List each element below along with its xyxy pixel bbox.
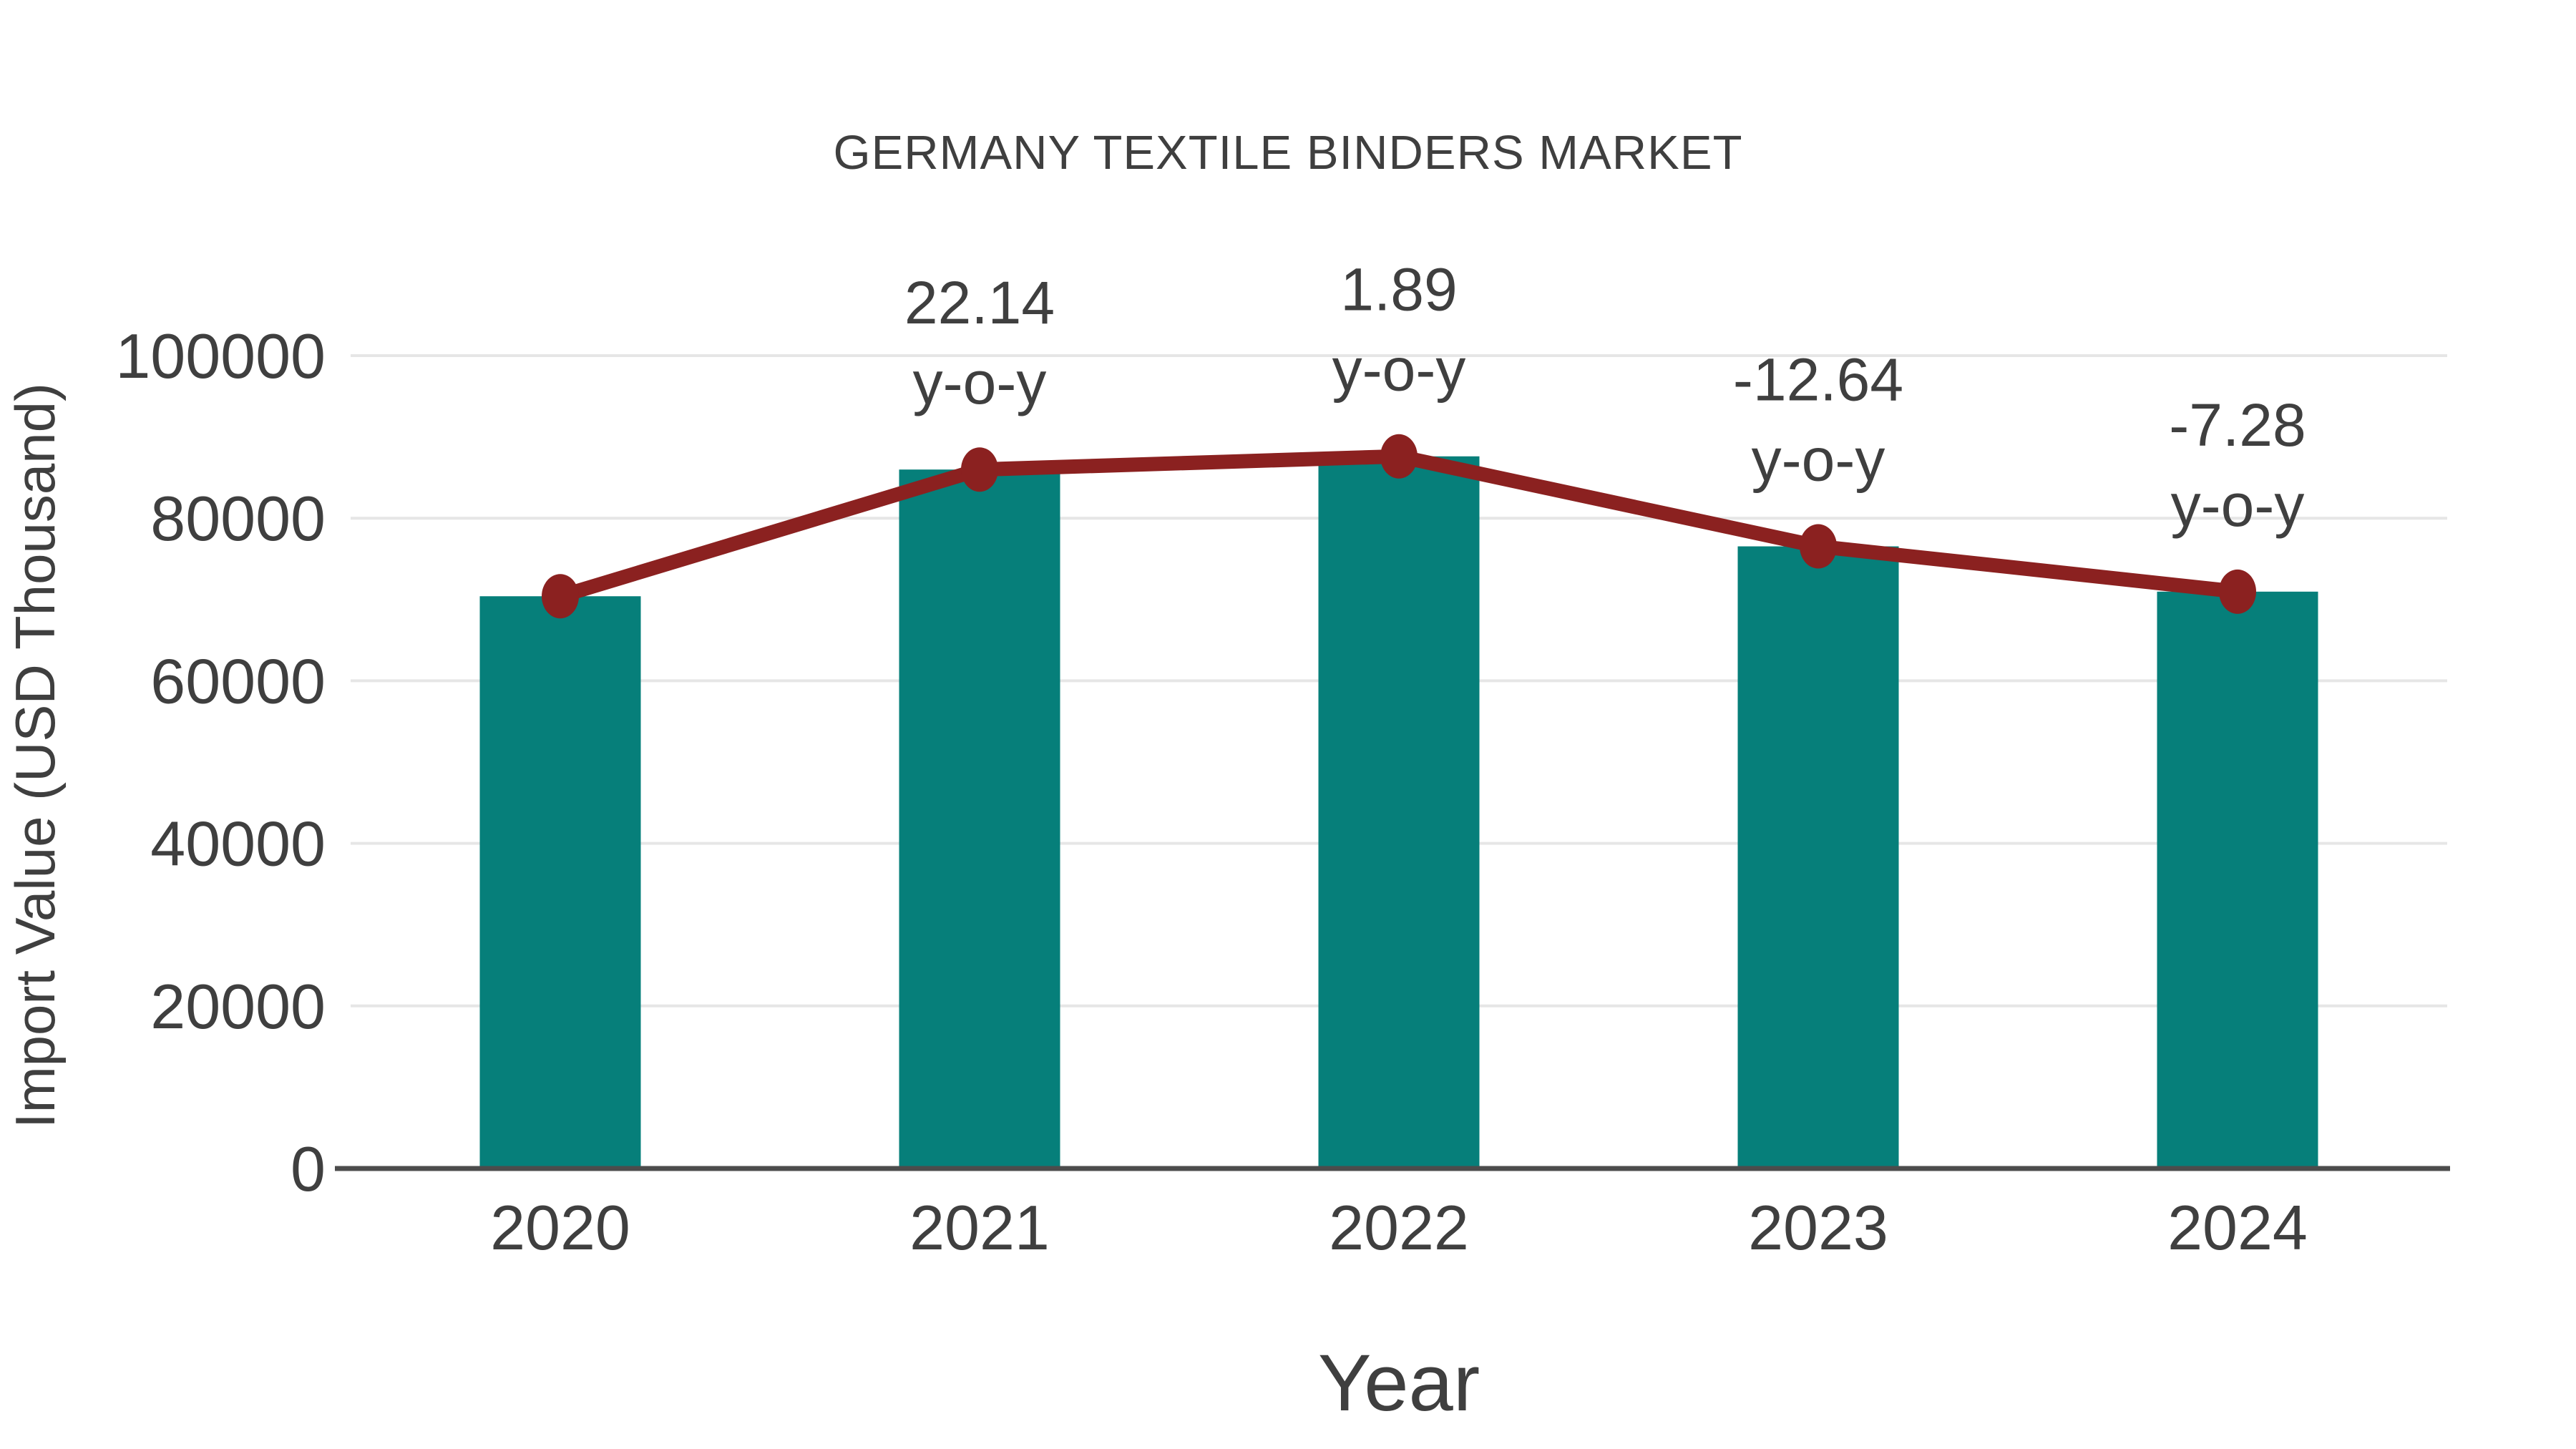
annotation-value-2022: 1.89 xyxy=(1340,256,1458,323)
y-tick-label: 0 xyxy=(291,1133,326,1204)
x-tick-label-2024: 2024 xyxy=(2167,1192,2308,1263)
trend-marker-2022 xyxy=(1380,434,1418,479)
x-tick-label-2021: 2021 xyxy=(909,1192,1050,1263)
trend-marker-2024 xyxy=(2219,569,2256,614)
x-tick-labels: 2020 2021 2022 2023 2024 xyxy=(490,1192,2308,1263)
y-tick-label: 100000 xyxy=(115,321,326,391)
annotation-value-2021: 22.14 xyxy=(904,269,1055,336)
x-tick-label-2023: 2023 xyxy=(1748,1192,1888,1263)
annotation-unit-2024: y-o-y xyxy=(2171,472,2305,539)
y-tick-label: 20000 xyxy=(150,971,326,1042)
trend-marker-2023 xyxy=(1800,524,1837,569)
annotation-unit-2023: y-o-y xyxy=(1752,426,1885,494)
x-axis-title: Year xyxy=(1317,1338,1480,1428)
trend-line xyxy=(542,434,2256,619)
bars-series xyxy=(479,456,2318,1169)
bar-2024 xyxy=(2157,591,2318,1169)
y-tick-labels: 0 20000 40000 60000 80000 100000 xyxy=(115,321,326,1204)
bar-2023 xyxy=(1737,546,1899,1169)
y-tick-label: 80000 xyxy=(150,483,326,554)
annotation-unit-2021: y-o-y xyxy=(913,349,1047,416)
bar-2021 xyxy=(899,469,1060,1169)
annotation-value-2023: -12.64 xyxy=(1733,346,1903,414)
bar-2022 xyxy=(1318,456,1480,1169)
annotation-unit-2022: y-o-y xyxy=(1332,336,1466,404)
x-tick-label-2022: 2022 xyxy=(1329,1192,1469,1263)
y-tick-label: 40000 xyxy=(150,809,326,879)
chart-title: GERMANY TEXTILE BINDERS MARKET xyxy=(833,126,1743,180)
y-tick-label: 60000 xyxy=(150,645,326,716)
annotations: 22.14 y-o-y 1.89 y-o-y -12.64 y-o-y -7.28 y-o-y xyxy=(904,256,2306,539)
y-axis-title: Import Value (USD Thousand) xyxy=(4,383,67,1128)
annotation-value-2024: -7.28 xyxy=(2169,391,2306,459)
x-tick-label-2020: 2020 xyxy=(490,1192,630,1263)
trend-marker-2020 xyxy=(542,574,579,619)
trend-marker-2021 xyxy=(961,447,998,492)
bar-2020 xyxy=(479,596,641,1169)
